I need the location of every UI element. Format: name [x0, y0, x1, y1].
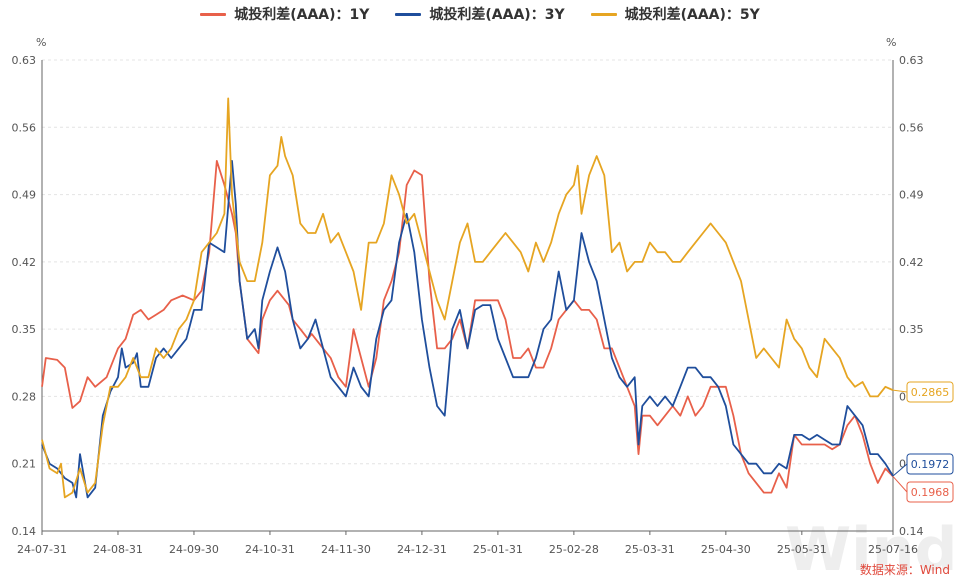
watermark: Wind [785, 515, 957, 582]
x-axis-ticks: 24-07-31 24-08-31 24-09-30 24-10-31 24-11-30… [17, 531, 918, 556]
end-label-box [906, 381, 954, 403]
series-line-2 [41, 97, 894, 499]
x-tick-label: 25-03-31 [625, 543, 675, 556]
legend-swatch-3y [395, 12, 422, 16]
y-tick-label-left: 0.42 [12, 256, 37, 269]
x-tick-label: 24-11-30 [321, 543, 371, 556]
legend-item-5y[interactable]: 城投利差(AAA)：5Y [590, 4, 760, 24]
y-tick-label-left: 0.28 [12, 390, 37, 403]
legend-item-1y[interactable]: 城投利差(AAA)：1Y [200, 4, 369, 24]
y-axis-left-ticks: 0.63 0.56 0.49 0.42 0.35 0.28 0.21 0.14 [12, 54, 37, 538]
end-value-label: 0.2865 [911, 386, 950, 399]
legend-item-3y[interactable]: 城投利差(AAA)：3Y [395, 4, 565, 24]
y-tick-label-right: 0.14 [899, 525, 924, 538]
x-tick-label: 25-02-28 [549, 543, 599, 556]
end-label-connector [892, 476, 908, 493]
x-tick-label: 24-09-30 [169, 543, 219, 556]
series-line-0 [41, 160, 894, 494]
y-tick-label-right: 0.63 [899, 54, 924, 67]
x-tick-label: 24-07-31 [17, 543, 67, 556]
legend: 城投利差(AAA)：1Y 城投利差(AAA)：3Y 城投利差(AAA)：5Y [0, 4, 960, 24]
x-tick-label: 24-12-31 [397, 543, 447, 556]
y-axis-right-ticks: 0.630.560.490.420.350.280.210.14 [899, 54, 924, 538]
x-tick-label: 25-04-30 [701, 543, 751, 556]
y-tick-label-right: 0.56 [899, 121, 924, 134]
legend-swatch-5y [590, 12, 617, 16]
legend-label-3y: 城投利差(AAA)：3Y [429, 7, 565, 23]
y-tick-label-left: 0.63 [12, 54, 37, 67]
legend-label-1y: 城投利差(AAA)：1Y [234, 7, 370, 23]
end-label-connector [892, 463, 908, 477]
y-tick-label-left: 0.56 [12, 121, 37, 134]
y-tick-label-left: 0.21 [12, 458, 37, 471]
unit-left: % [36, 36, 47, 49]
y-tick-label-right: 0.49 [899, 189, 924, 202]
y-tick-label-right: 0.42 [899, 256, 924, 269]
x-tick-label: 25-05-31 [777, 543, 827, 556]
series-lines [41, 97, 894, 499]
series-line-1 [41, 160, 894, 499]
end-label-connector [892, 389, 908, 393]
end-value-labels: 0.2865 0.1972 0.1968 [892, 381, 954, 503]
y-tick-label-left: 0.49 [12, 189, 37, 202]
legend-label-5y: 城投利差(AAA)：5Y [624, 7, 760, 23]
unit-right: % [886, 36, 897, 49]
end-label-box [906, 453, 954, 475]
x-tick-label: 25-07-16 [868, 543, 918, 556]
end-value-label: 0.1968 [911, 486, 950, 499]
legend-swatch-1y [200, 12, 227, 16]
end-value-label: 0.1972 [911, 458, 950, 471]
x-tick-label: 24-08-31 [93, 543, 143, 556]
end-label-box [906, 481, 954, 503]
axes [41, 60, 894, 532]
y-gridlines [42, 59, 893, 532]
y-tick-label-right: 0.35 [899, 323, 924, 336]
y-tick-label-left: 0.14 [12, 525, 37, 538]
data-source: 数据来源：Wind [859, 563, 950, 577]
y-tick-label-left: 0.35 [12, 323, 37, 336]
x-tick-label: 25-01-31 [473, 543, 523, 556]
x-tick-label: 24-10-31 [245, 543, 295, 556]
